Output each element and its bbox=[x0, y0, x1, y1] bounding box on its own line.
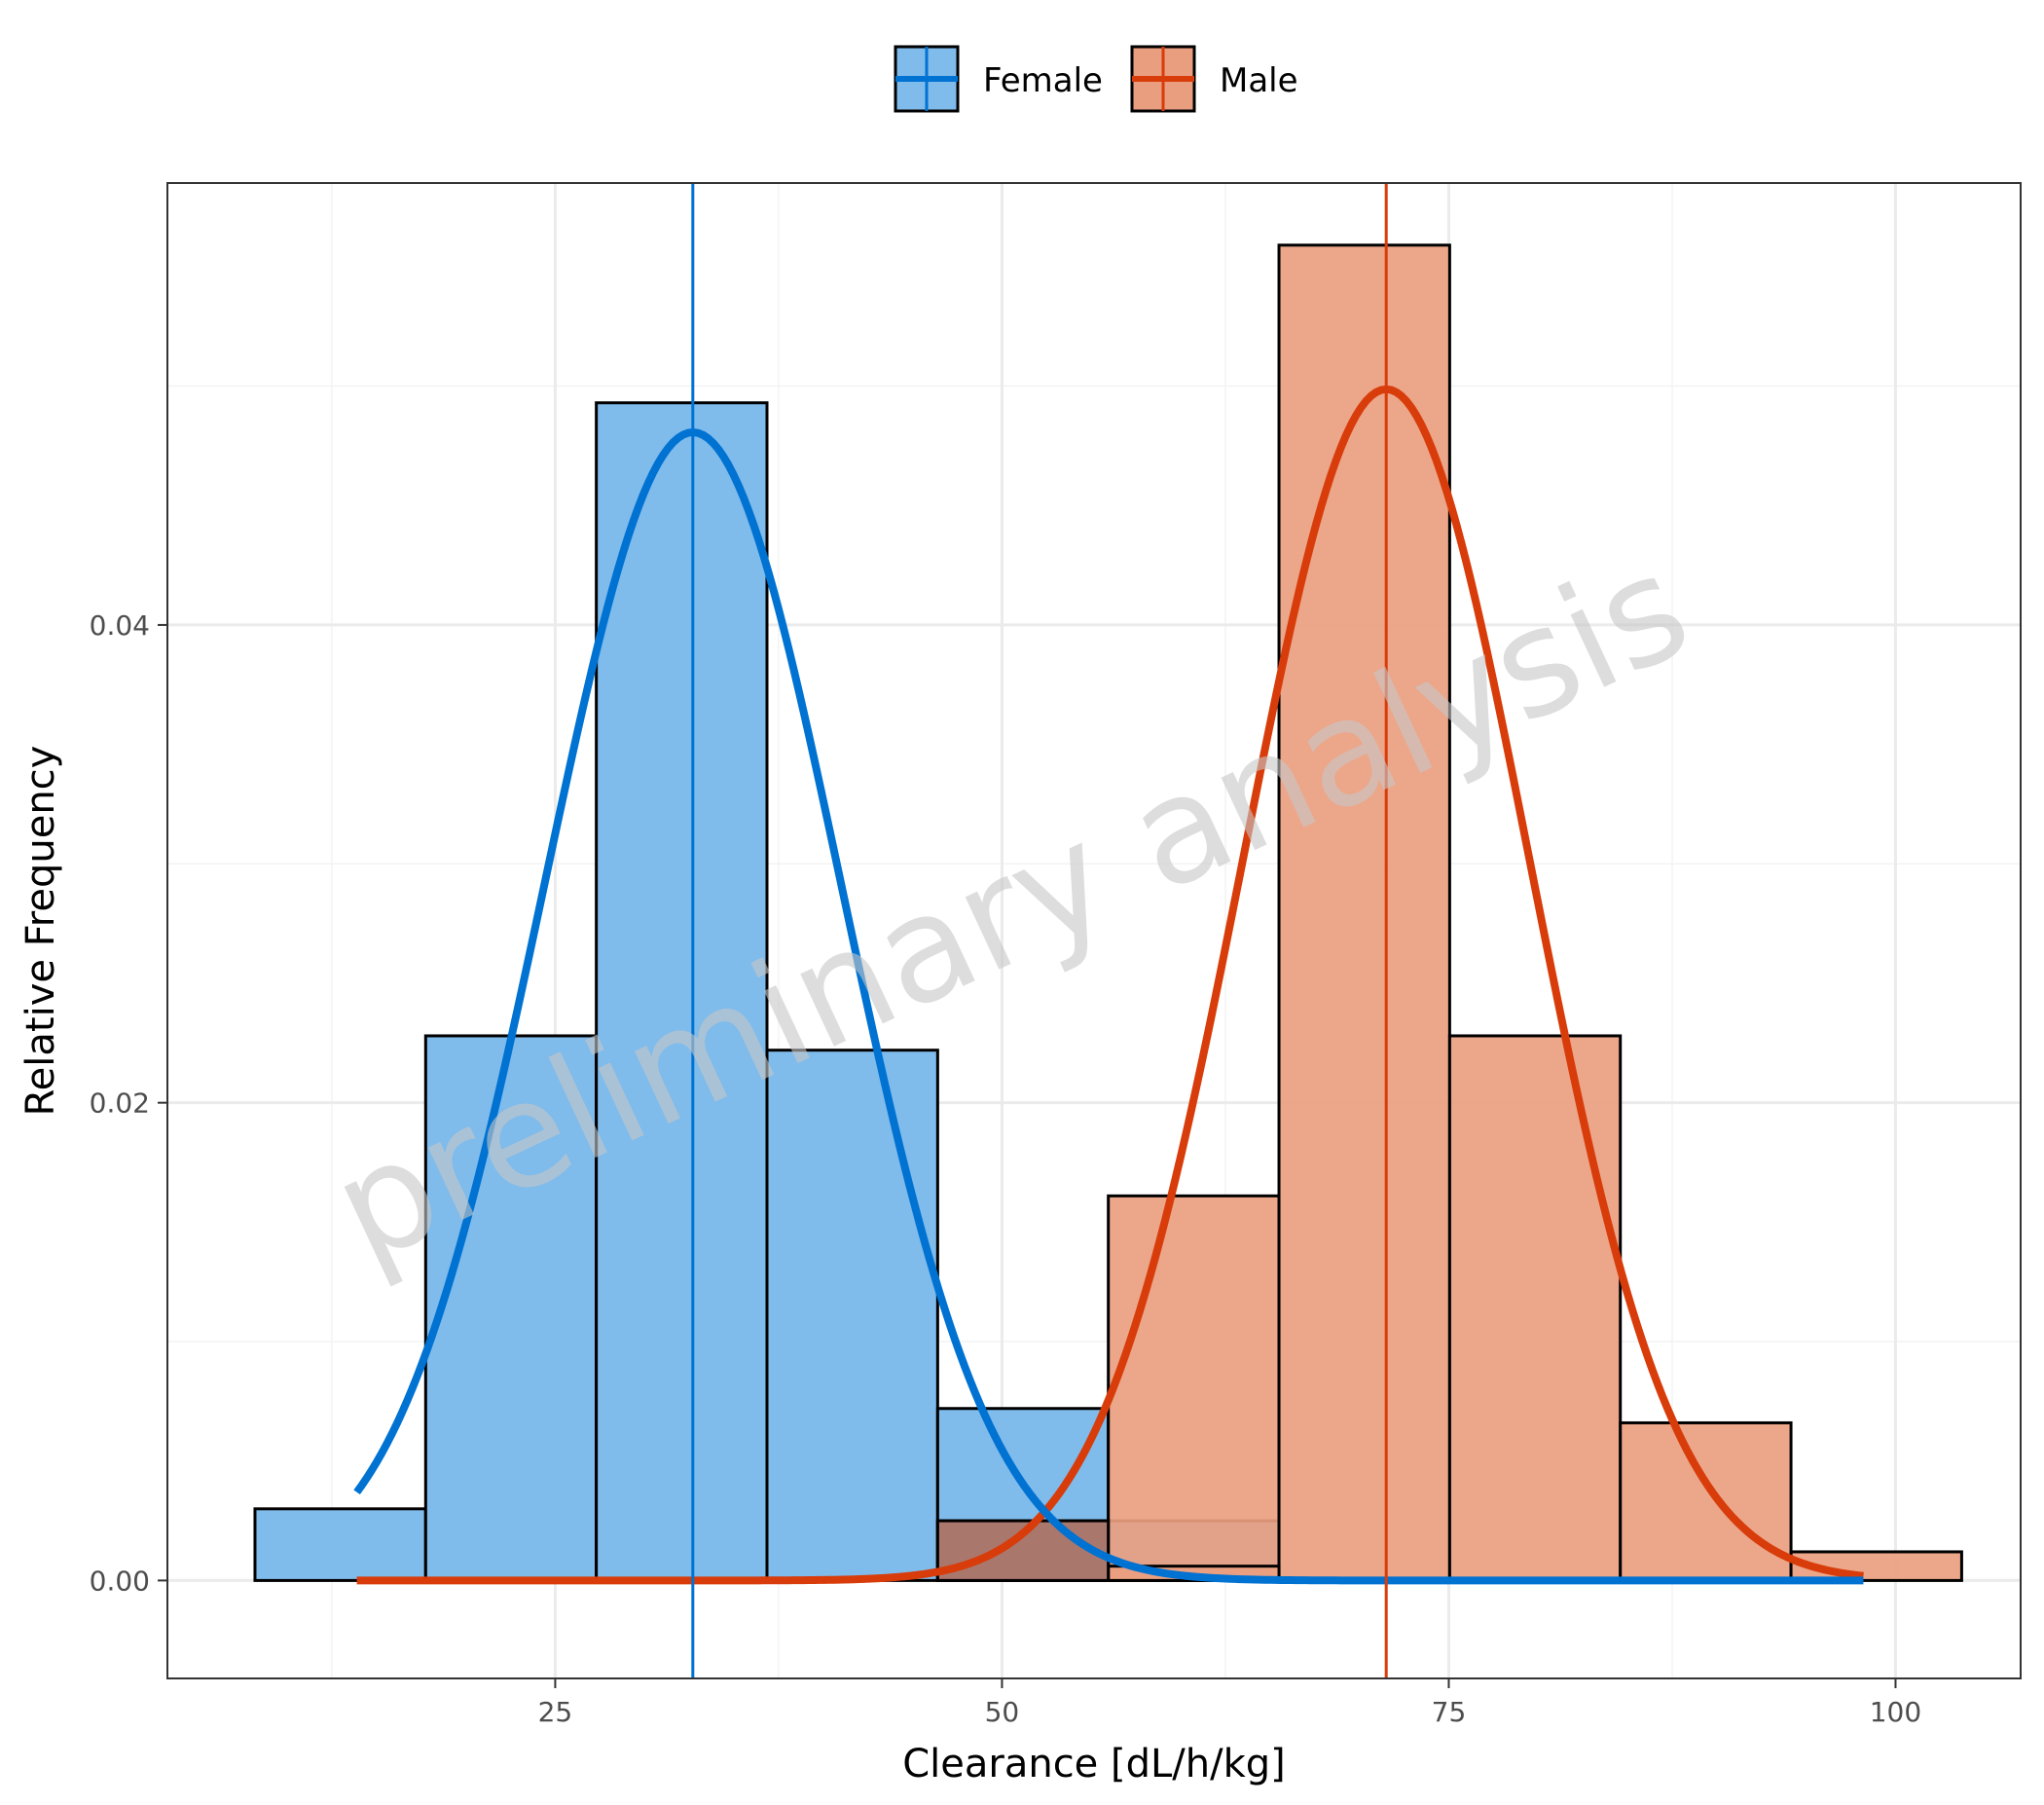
female-bar-0 bbox=[253, 1507, 427, 1582]
x-axis: 25 50 75 100 bbox=[538, 1678, 1921, 1728]
y-tick-label-0: 0.00 bbox=[90, 1565, 150, 1597]
male-density-curve bbox=[356, 385, 1864, 1585]
y-tick-label-2: 0.04 bbox=[90, 609, 150, 642]
female-bar-3 bbox=[765, 1049, 939, 1582]
female-bar-2 bbox=[595, 401, 769, 1582]
y-tick-label-1: 0.02 bbox=[90, 1087, 150, 1120]
male-bar-2 bbox=[1277, 243, 1451, 1582]
x-tick-label-3: 100 bbox=[1870, 1696, 1921, 1728]
male-bar-4 bbox=[1619, 1420, 1793, 1582]
mean-lines bbox=[691, 183, 1388, 1678]
legend-item-female: Female bbox=[894, 45, 1103, 113]
y-axis: 0.00 0.02 0.04 bbox=[90, 609, 167, 1597]
legend-label-female: Female bbox=[983, 61, 1103, 100]
bars-female bbox=[253, 401, 1281, 1582]
legend-label-male: Male bbox=[1220, 61, 1298, 100]
male-bar-1 bbox=[1107, 1194, 1281, 1582]
x-axis-title: Clearance [dL/h/kg] bbox=[902, 1742, 1286, 1787]
female-density-curve bbox=[353, 428, 1864, 1585]
x-tick-label-0: 25 bbox=[538, 1696, 573, 1728]
male-bar-3 bbox=[1447, 1034, 1623, 1582]
y-axis-title: Relative Frequency bbox=[18, 746, 63, 1117]
density-curves bbox=[353, 385, 1864, 1585]
legend: Female Male bbox=[894, 45, 1298, 113]
plot-panel: preliminary analysis bbox=[166, 182, 2022, 1679]
legend-item-male: Male bbox=[1130, 45, 1298, 113]
plot-border bbox=[166, 182, 2022, 1679]
x-tick-label-1: 50 bbox=[985, 1696, 1020, 1728]
x-tick-label-2: 75 bbox=[1432, 1696, 1467, 1728]
